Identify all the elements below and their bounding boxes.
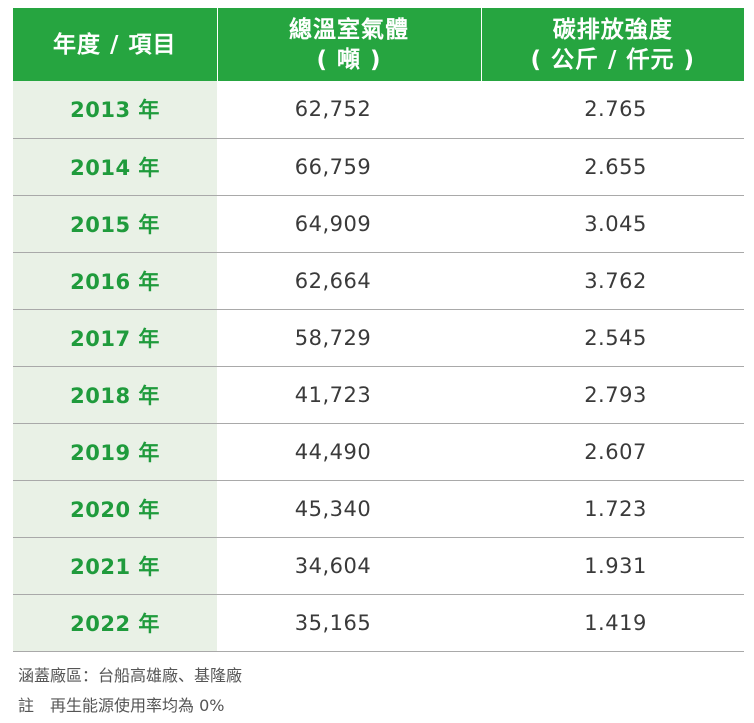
table-row: 2021 年 34,604 1.931 bbox=[13, 537, 744, 594]
header-ghg-unit: ( 噸 ) bbox=[316, 46, 382, 73]
carbon-intensity-cell: 2.545 bbox=[584, 325, 647, 350]
year-cell: 2021 年 bbox=[13, 537, 217, 594]
total-ghg-cell: 62,752 bbox=[294, 97, 372, 122]
carbon-intensity-cell: 1.931 bbox=[584, 553, 647, 578]
table-row: 2020 年 45,340 1.723 bbox=[13, 480, 744, 537]
year-cell: 2018 年 bbox=[13, 366, 217, 423]
carbon-intensity-cell: 2.655 bbox=[584, 154, 647, 179]
table-row: 2015 年 64,909 3.045 bbox=[13, 195, 744, 252]
carbon-intensity-cell: 3.045 bbox=[584, 211, 647, 236]
year-cell: 2013 年 bbox=[13, 81, 217, 138]
year-cell: 2017 年 bbox=[13, 309, 217, 366]
table-row: 2013 年 62,752 2.765 bbox=[13, 81, 744, 138]
table-row: 2022 年 35,165 1.419 bbox=[13, 594, 744, 651]
carbon-intensity-cell: 1.723 bbox=[584, 496, 647, 521]
year-cell: 2022 年 bbox=[13, 594, 217, 651]
carbon-intensity-cell: 1.419 bbox=[584, 610, 647, 635]
total-ghg-cell: 41,723 bbox=[294, 382, 372, 407]
header-intensity-unit: ( 公斤 / 仟元 ) bbox=[530, 46, 695, 73]
carbon-intensity-cell: 2.765 bbox=[584, 97, 647, 122]
header-total-ghg: 總溫室氣體 ( 噸 ) bbox=[216, 8, 481, 81]
table-row: 2017 年 58,729 2.545 bbox=[13, 309, 744, 366]
table-notes: 涵蓋廠區：台船高雄廠、基隆廠 註 再生能源使用率均為 0% bbox=[18, 661, 242, 721]
total-ghg-cell: 45,340 bbox=[294, 496, 372, 521]
total-ghg-cell: 34,604 bbox=[294, 553, 372, 578]
table-row: 2019 年 44,490 2.607 bbox=[13, 423, 744, 480]
table-row: 2016 年 62,664 3.762 bbox=[13, 252, 744, 309]
table-row: 2018 年 41,723 2.793 bbox=[13, 366, 744, 423]
carbon-intensity-cell: 3.762 bbox=[584, 268, 647, 293]
emissions-table: 年度 / 項目 總溫室氣體 ( 噸 ) 碳排放強度 ( 公斤 / 仟元 ) 20… bbox=[13, 8, 744, 652]
total-ghg-cell: 35,165 bbox=[294, 610, 372, 635]
total-ghg-cell: 64,909 bbox=[294, 211, 372, 236]
carbon-intensity-cell: 2.793 bbox=[584, 382, 647, 407]
header-year: 年度 / 項目 bbox=[13, 8, 217, 81]
year-cell: 2014 年 bbox=[13, 138, 217, 195]
header-carbon-intensity: 碳排放強度 ( 公斤 / 仟元 ) bbox=[480, 8, 744, 81]
header-ghg-title: 總溫室氣體 bbox=[289, 16, 409, 43]
header-intensity-title: 碳排放強度 bbox=[552, 16, 673, 43]
total-ghg-cell: 58,729 bbox=[294, 325, 372, 350]
year-cell: 2019 年 bbox=[13, 423, 217, 480]
year-cell: 2015 年 bbox=[13, 195, 217, 252]
emissions-table-container: 年度 / 項目 總溫室氣體 ( 噸 ) 碳排放強度 ( 公斤 / 仟元 ) 20… bbox=[13, 8, 744, 652]
header-year-label: 年度 / 項目 bbox=[53, 31, 177, 58]
year-cell: 2016 年 bbox=[13, 252, 217, 309]
year-cell: 2020 年 bbox=[13, 480, 217, 537]
total-ghg-cell: 62,664 bbox=[294, 268, 372, 293]
coverage-note: 涵蓋廠區：台船高雄廠、基隆廠 bbox=[18, 666, 243, 685]
total-ghg-cell: 44,490 bbox=[294, 439, 372, 464]
carbon-intensity-cell: 2.607 bbox=[584, 439, 647, 464]
total-ghg-cell: 66,759 bbox=[294, 154, 372, 179]
table-row: 2014 年 66,759 2.655 bbox=[13, 138, 744, 195]
renewable-footnote: 註 再生能源使用率均為 0% bbox=[18, 696, 225, 715]
table-header-row: 年度 / 項目 總溫室氣體 ( 噸 ) 碳排放強度 ( 公斤 / 仟元 ) bbox=[13, 8, 744, 81]
table-body: 2013 年 62,752 2.765 2014 年 66,759 2.655 2015 年… bbox=[13, 81, 744, 651]
